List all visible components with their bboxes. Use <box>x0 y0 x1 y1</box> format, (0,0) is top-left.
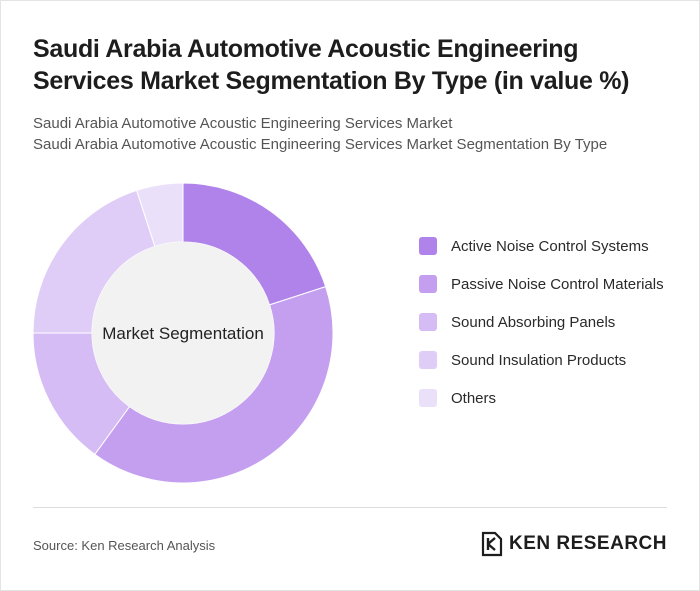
legend-item: Others <box>419 387 679 410</box>
legend-label: Passive Noise Control Materials <box>451 276 664 293</box>
legend-swatch <box>419 313 437 331</box>
donut-hole <box>92 242 274 424</box>
subtitle-line-1: Saudi Arabia Automotive Acoustic Enginee… <box>33 115 453 132</box>
legend-swatch <box>419 351 437 369</box>
ken-research-logo-icon <box>481 531 503 557</box>
donut-chart: Market Segmentation <box>32 182 334 484</box>
footer-divider <box>33 507 667 508</box>
chart-title: Saudi Arabia Automotive Acoustic Enginee… <box>33 35 630 95</box>
ken-research-logo: KEN RESEARCH <box>481 531 667 557</box>
legend-label: Sound Insulation Products <box>451 352 627 369</box>
legend-swatch <box>419 237 437 255</box>
subtitle-line-2: Saudi Arabia Automotive Acoustic Enginee… <box>33 136 608 153</box>
legend-item: Passive Noise Control Materials <box>419 273 679 296</box>
legend-item: Sound Absorbing Panels <box>419 311 679 334</box>
source-note: Source: Ken Research Analysis <box>33 538 216 553</box>
donut-center-label: Market Segmentation <box>102 324 264 343</box>
chart-subtitle: Saudi Arabia Automotive Acoustic Enginee… <box>33 113 673 155</box>
donut-slices <box>32 182 334 484</box>
chart-legend: Active Noise Control Systems Passive Nois… <box>419 235 679 425</box>
legend-item: Sound Insulation Products <box>419 349 679 372</box>
donut-slice-2 <box>94 286 334 484</box>
legend-swatch <box>419 275 437 293</box>
legend-swatch <box>419 389 437 407</box>
legend-label: Sound Absorbing Panels <box>451 314 616 331</box>
legend-label: Active Noise Control Systems <box>451 238 649 255</box>
ken-research-logo-text: KEN RESEARCH <box>508 533 667 554</box>
legend-label: Others <box>451 390 497 407</box>
legend-item: Active Noise Control Systems <box>419 235 679 258</box>
